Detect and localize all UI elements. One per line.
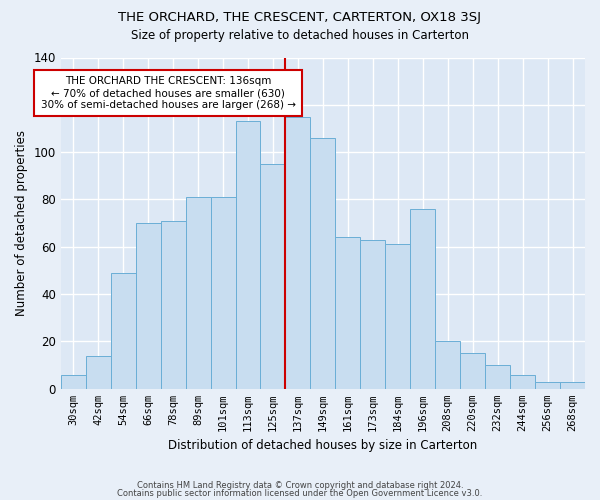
Text: Contains public sector information licensed under the Open Government Licence v3: Contains public sector information licen… — [118, 489, 482, 498]
Bar — [435, 342, 460, 389]
Bar — [211, 197, 236, 389]
Bar — [111, 273, 136, 389]
Bar — [485, 365, 510, 389]
Bar — [161, 221, 185, 389]
Text: THE ORCHARD THE CRESCENT: 136sqm
← 70% of detached houses are smaller (630)
30% : THE ORCHARD THE CRESCENT: 136sqm ← 70% o… — [41, 76, 296, 110]
Bar — [510, 374, 535, 389]
Bar — [61, 374, 86, 389]
Text: THE ORCHARD, THE CRESCENT, CARTERTON, OX18 3SJ: THE ORCHARD, THE CRESCENT, CARTERTON, OX… — [119, 11, 482, 24]
Text: Contains HM Land Registry data © Crown copyright and database right 2024.: Contains HM Land Registry data © Crown c… — [137, 481, 463, 490]
Bar — [236, 122, 260, 389]
X-axis label: Distribution of detached houses by size in Carterton: Distribution of detached houses by size … — [168, 440, 478, 452]
Bar — [560, 382, 585, 389]
Bar — [310, 138, 335, 389]
Bar — [410, 209, 435, 389]
Y-axis label: Number of detached properties: Number of detached properties — [15, 130, 28, 316]
Bar — [361, 240, 385, 389]
Text: Size of property relative to detached houses in Carterton: Size of property relative to detached ho… — [131, 29, 469, 42]
Bar — [335, 238, 361, 389]
Bar — [260, 164, 286, 389]
Bar — [286, 116, 310, 389]
Bar — [535, 382, 560, 389]
Bar — [136, 223, 161, 389]
Bar — [385, 244, 410, 389]
Bar — [460, 354, 485, 389]
Bar — [86, 356, 111, 389]
Bar — [185, 197, 211, 389]
